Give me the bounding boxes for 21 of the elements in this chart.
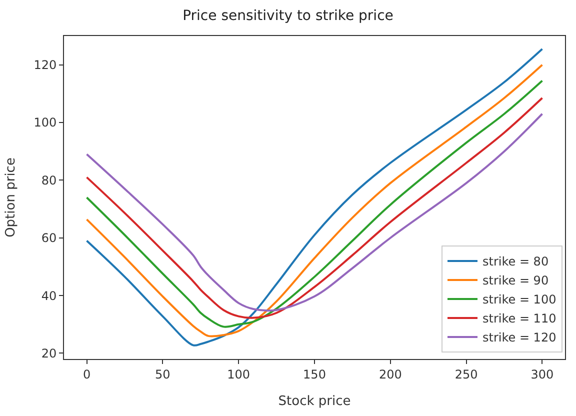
x-tick-label: 200 [378,367,402,382]
x-tick-label: 50 [155,367,170,382]
legend-label: strike = 120 [482,330,556,345]
y-tick-label: 40 [41,288,57,303]
y-tick-label: 60 [41,231,57,246]
x-tick-label: 150 [303,367,326,382]
y-tick-label: 20 [41,346,57,360]
legend-label: strike = 80 [482,254,549,269]
y-tick-label: 120 [34,58,57,72]
x-tick-label: 300 [530,367,554,382]
legend-label: strike = 90 [482,274,549,288]
x-axis-title: Stock price [278,394,351,409]
legend-label: strike = 100 [482,292,556,307]
y-axis-title: Option price [4,158,19,238]
y-tick-label: 100 [34,116,57,130]
legend-label: strike = 110 [482,312,556,326]
x-tick-label: 100 [227,367,250,382]
x-tick-label: 0 [82,367,91,382]
x-tick-label: 250 [454,367,478,382]
chart-title: Price sensitivity to strike price [182,8,394,24]
y-tick-label: 80 [41,173,57,188]
